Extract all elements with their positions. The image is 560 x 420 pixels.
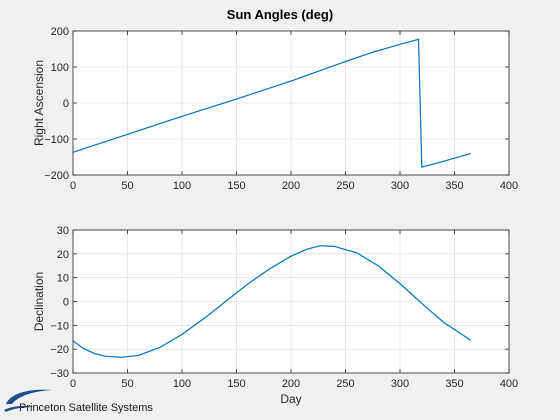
x-tick-label: 200 (282, 378, 300, 390)
y-axis-label: Right Ascension (32, 60, 46, 146)
x-tick-label: 150 (227, 378, 245, 390)
x-axis-label: Day (280, 392, 301, 406)
y-tick-label: −100 (44, 134, 69, 146)
y-tick-label: −30 (50, 368, 69, 380)
x-tick-label: 200 (282, 180, 300, 192)
y-tick-label: −20 (50, 344, 69, 356)
y-tick-label: 0 (63, 98, 69, 110)
figure-title: Sun Angles (deg) (227, 7, 333, 22)
y-axis-label: Declination (32, 272, 46, 331)
x-tick-label: 50 (121, 180, 133, 192)
x-tick-label: 350 (445, 378, 463, 390)
x-tick-label: 400 (500, 180, 518, 192)
x-tick-label: 300 (391, 180, 409, 192)
y-tick-label: 200 (51, 26, 69, 38)
right-ascension-plot: 0 50 100 150 200 250 300 350 400 −200 −100 0 100 200 R… (32, 26, 518, 192)
y-tick-label: −200 (44, 170, 69, 182)
y-tick-label: 20 (57, 249, 69, 261)
x-tick-label: 0 (70, 378, 76, 390)
y-tick-label: 100 (51, 62, 69, 74)
y-tick-label: 30 (57, 225, 69, 237)
x-tick-label: 150 (227, 180, 245, 192)
x-tick-label: 100 (173, 180, 191, 192)
x-tick-label: 250 (336, 180, 354, 192)
x-tick-label: 100 (173, 378, 191, 390)
logo-text: Princeton Satellite Systems (19, 402, 153, 414)
y-tick-label: −10 (50, 320, 69, 332)
x-tick-label: 350 (445, 180, 463, 192)
x-tick-label: 250 (336, 378, 354, 390)
x-tick-label: 300 (391, 378, 409, 390)
y-tick-label: 10 (57, 273, 69, 285)
x-tick-label: 400 (500, 378, 518, 390)
x-tick-label: 50 (121, 378, 133, 390)
x-tick-label: 0 (70, 180, 76, 192)
y-tick-label: 0 (63, 297, 69, 309)
